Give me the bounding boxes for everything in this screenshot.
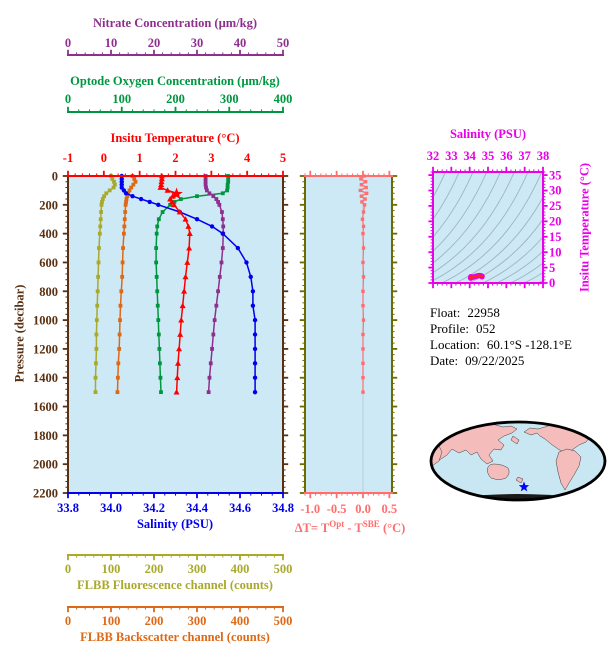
svg-text:1800: 1800 xyxy=(33,429,58,443)
svg-text:33: 33 xyxy=(445,149,458,163)
svg-text:0: 0 xyxy=(65,36,71,50)
delta-t-label-sup: SBE xyxy=(362,519,380,529)
profile-line: Profile: 052 xyxy=(430,321,572,337)
svg-text:35: 35 xyxy=(482,149,495,163)
float-id-line: Float: 22958 xyxy=(430,305,572,321)
svg-text:500: 500 xyxy=(274,614,293,628)
profile-label: Profile: xyxy=(430,321,469,336)
svg-text:20: 20 xyxy=(148,36,161,50)
svg-text:34.6: 34.6 xyxy=(229,501,251,515)
location-line: Location: 60.1°S -128.1°E xyxy=(430,337,572,353)
svg-text:36: 36 xyxy=(500,149,513,163)
svg-text:200: 200 xyxy=(39,198,58,212)
ts-temperature-axis-title: Insitu Temperature (°C) xyxy=(577,162,592,293)
svg-text:200: 200 xyxy=(145,562,164,576)
svg-text:35: 35 xyxy=(549,168,562,182)
ts-salinity-axis-title: Salinity (PSU) xyxy=(449,127,527,141)
svg-text:-1: -1 xyxy=(63,151,73,165)
svg-text:100: 100 xyxy=(112,92,131,106)
svg-text:38: 38 xyxy=(537,149,550,163)
svg-text:5: 5 xyxy=(549,261,555,275)
svg-text:0.0: 0.0 xyxy=(355,502,371,516)
svg-text:2: 2 xyxy=(172,151,178,165)
svg-text:0.5: 0.5 xyxy=(382,502,398,516)
svg-text:1: 1 xyxy=(137,151,143,165)
svg-text:32: 32 xyxy=(427,149,440,163)
svg-text:0: 0 xyxy=(65,562,71,576)
svg-text:3: 3 xyxy=(208,151,214,165)
svg-text:4: 4 xyxy=(244,151,251,165)
svg-text:-0.5: -0.5 xyxy=(327,502,347,516)
svg-text:2000: 2000 xyxy=(33,458,58,472)
svg-text:25: 25 xyxy=(549,199,562,213)
svg-text:300: 300 xyxy=(188,614,207,628)
svg-text:50: 50 xyxy=(277,36,290,50)
svg-text:20: 20 xyxy=(549,215,562,229)
delta-t-label-sup: Opt xyxy=(329,519,345,529)
fluorescence-axis-title: FLBB Fluorescence channel (counts) xyxy=(77,578,273,592)
svg-text:800: 800 xyxy=(39,285,58,299)
oxygen-axis-title: Optode Oxygen Concentration (µm/kg) xyxy=(70,74,280,88)
svg-text:1600: 1600 xyxy=(33,400,58,414)
date-line: Date: 09/22/2025 xyxy=(430,353,572,369)
svg-text:200: 200 xyxy=(145,614,164,628)
svg-text:2200: 2200 xyxy=(33,487,58,501)
svg-text:5: 5 xyxy=(280,151,286,165)
svg-text:34.2: 34.2 xyxy=(143,501,165,515)
svg-text:400: 400 xyxy=(231,614,250,628)
svg-text:40: 40 xyxy=(234,36,247,50)
float-value: 22958 xyxy=(467,305,500,320)
svg-text:1200: 1200 xyxy=(33,342,58,356)
svg-text:30: 30 xyxy=(191,36,204,50)
svg-text:400: 400 xyxy=(39,227,58,241)
svg-text:600: 600 xyxy=(39,256,58,270)
location-value: 60.1°S -128.1°E xyxy=(486,337,572,352)
svg-text:34.0: 34.0 xyxy=(100,501,122,515)
svg-text:1000: 1000 xyxy=(33,314,58,328)
temperature-axis-title: Insitu Temperature (°C) xyxy=(110,131,240,145)
svg-text:100: 100 xyxy=(102,562,121,576)
svg-text:10: 10 xyxy=(105,36,118,50)
float-info: Float: 22958 Profile: 052 Location: 60.1°S … xyxy=(430,305,572,369)
svg-text:34: 34 xyxy=(463,149,476,163)
svg-text:0: 0 xyxy=(52,170,58,184)
backscatter-axis-title: FLBB Backscatter channel (counts) xyxy=(80,630,270,644)
delta-t-label-part: ΔT= T xyxy=(294,521,330,536)
date-label: Date: xyxy=(430,353,459,368)
svg-text:100: 100 xyxy=(102,614,121,628)
svg-text:34.4: 34.4 xyxy=(186,501,209,515)
svg-text:0: 0 xyxy=(65,614,71,628)
svg-text:-1.0: -1.0 xyxy=(300,502,320,516)
date-value: 09/22/2025 xyxy=(465,353,525,368)
svg-text:500: 500 xyxy=(274,562,293,576)
svg-text:0: 0 xyxy=(549,276,555,290)
location-label: Location: xyxy=(430,337,480,352)
svg-text:1400: 1400 xyxy=(33,371,58,385)
svg-text:300: 300 xyxy=(188,562,207,576)
delta-t-axis-title: ΔT= TOpt - TSBE (°C) xyxy=(285,519,415,536)
pressure-axis-title: Pressure (decibar) xyxy=(12,284,27,383)
svg-text:34.8: 34.8 xyxy=(272,501,294,515)
delta-t-label-part: (°C) xyxy=(379,521,406,536)
svg-text:37: 37 xyxy=(518,149,531,163)
float-label: Float: xyxy=(430,305,461,320)
svg-text:0: 0 xyxy=(65,92,71,106)
svg-text:33.8: 33.8 xyxy=(57,501,79,515)
svg-text:300: 300 xyxy=(220,92,239,106)
svg-text:0: 0 xyxy=(101,151,107,165)
salinity-axis-title: Salinity (PSU) xyxy=(136,517,214,531)
svg-text:30: 30 xyxy=(549,184,562,198)
svg-text:200: 200 xyxy=(166,92,185,106)
profile-value: 052 xyxy=(476,321,496,336)
delta-t-label-part: - T xyxy=(344,521,363,536)
nitrate-axis-title: Nitrate Concentration (µm/kg) xyxy=(92,16,258,30)
svg-text:400: 400 xyxy=(231,562,250,576)
svg-text:10: 10 xyxy=(549,245,562,259)
svg-text:400: 400 xyxy=(274,92,293,106)
svg-text:15: 15 xyxy=(549,230,562,244)
